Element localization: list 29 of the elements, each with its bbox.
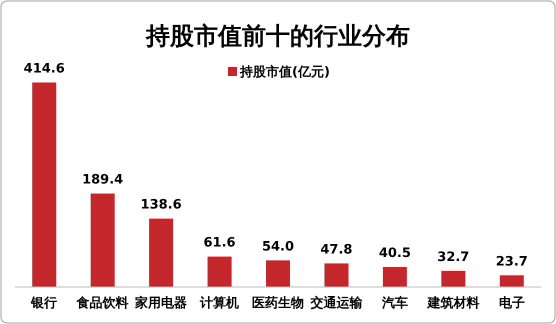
data-label: 54.0 [262,239,294,254]
x-tick-label: 建筑材料 [426,296,480,311]
bar [500,275,524,287]
chart-title: 持股市值前十的行业分布 [145,22,410,50]
x-tick-label: 电子 [498,296,525,311]
data-label: 32.7 [437,250,470,265]
x-tick-label: 计算机 [199,296,240,311]
bar [266,260,290,287]
data-label: 47.8 [320,242,352,258]
bar [382,267,407,287]
x-tick-label: 交通运输 [309,295,364,311]
x-tick-label: 医药生物 [252,295,304,311]
bar [32,82,56,287]
data-label: 40.5 [378,246,411,262]
bar [149,218,174,287]
data-label: 414.6 [24,61,65,76]
x-tick-label: 家用电器 [134,295,188,311]
bar [441,270,466,287]
x-tick-label: 银行 [30,296,58,311]
x-tick-label: 汽车 [380,295,408,311]
data-label: 138.6 [140,198,182,213]
bar [90,194,115,287]
bar [324,263,348,287]
data-label: 23.7 [496,254,528,270]
bar [208,256,232,287]
data-label: 189.4 [82,172,124,188]
legend-label: 持股市值(亿元) [239,64,330,80]
x-tick-label: 食品饮料 [76,296,129,311]
data-label: 61.6 [204,236,236,251]
